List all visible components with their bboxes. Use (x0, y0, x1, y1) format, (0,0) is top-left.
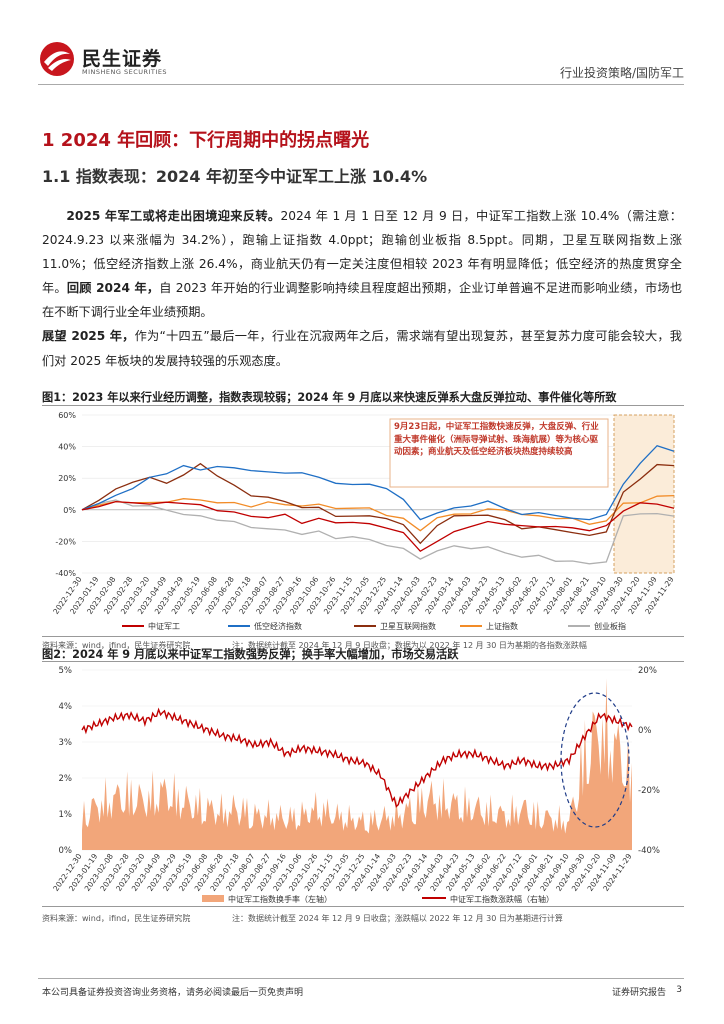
figure1-bottom-divider (42, 636, 684, 637)
figure1-note: 注：数据统计截至 2024 年 12 月 9 日收盘；数据为以 2022 年 1… (232, 641, 587, 650)
para-bold-2: 回顾 2024 年， (66, 281, 160, 296)
y-right-tick-label: 0% (638, 726, 652, 736)
y-right-tick-label: -40% (638, 846, 660, 856)
series-line (81, 499, 675, 565)
y-tick-label: 20% (58, 474, 76, 483)
figure1-divider (42, 405, 684, 406)
figure1-source: 资料来源：wind，ifind，民生证券研究院 (42, 641, 191, 650)
legend-label: 低空经济指数 (254, 621, 302, 631)
para-bold-3: 展望 2025 年， (42, 329, 135, 344)
logo-name-en: MINSHENG SECURITIES (82, 68, 168, 76)
legend-label: 中证军工 (148, 621, 180, 631)
figure2-chart: 5%4%3%2%1%0% 20%0%-20%-40% 2022-12-30202… (51, 666, 660, 904)
figure1-title: 图1：2023 年以来行业经历调整，指数表现较弱；2024 年 9 月底以来快速… (42, 391, 617, 404)
highlight-region (613, 414, 675, 574)
figure1-chart: 60%40%20%0%-20%-40% 2022-12-302023-01-19… (51, 411, 676, 631)
body-paragraph: 2025 年军工或将走出困境迎来反转。2024 年 1 月 1 日至 12 月 … (42, 204, 682, 373)
legend-label: 创业板指 (594, 621, 626, 631)
subsection-heading: 1.1 指数表现：2024 年初至今中证军工上涨 10.4% (42, 167, 428, 186)
y-tick-label: -40% (55, 569, 76, 578)
section-label: 行业投资策略/国防军工 (559, 66, 684, 80)
figure2-bottom-divider (42, 906, 684, 907)
page-number: 3 (676, 985, 682, 995)
footer-disclaimer: 本公司具备证券投资咨询业务资格，请务必阅读最后一页免责声明 (42, 988, 304, 998)
header-divider (38, 84, 684, 85)
para-text-2: 自 2023 年开始的行业调整影响持续且程度超出预期，企业订单普遍不足进而影响业… (42, 281, 683, 320)
y-right-tick-label: -20% (638, 786, 660, 796)
y-left-tick-label: 1% (59, 810, 73, 820)
y-left-tick-label: 5% (59, 666, 73, 676)
legend-label: 上证指数 (486, 621, 518, 631)
series-line (81, 462, 675, 545)
footer-report-type: 证券研究报告 (611, 988, 666, 998)
figure2-source: 资料来源：wind，ifind，民生证券研究院 (42, 914, 191, 923)
y-tick-label: 60% (58, 411, 76, 420)
y-tick-label: -20% (55, 537, 76, 546)
y-tick-label: 0% (63, 506, 76, 515)
figure2-divider (42, 661, 684, 662)
annotation-box (389, 418, 609, 488)
legend-label: 卫星互联网指数 (380, 621, 436, 631)
legend-label: 中证军工指数换手率（左轴） (228, 894, 332, 904)
legend-label: 中证军工指数涨跌幅（右轴） (450, 894, 554, 904)
series-line (81, 500, 675, 553)
figure2-title: 图2：2024 年 9 月底以来中证军工指数强势反弹；换手率大幅增加，市场交易活… (42, 648, 459, 661)
para-bold-1: 2025 年军工或将走出困境迎来反转。 (66, 209, 281, 223)
y-left-tick-label: 2% (59, 774, 73, 784)
footer-divider (38, 978, 684, 979)
series-line (81, 444, 675, 521)
logo-name: 民生证券 (82, 48, 163, 70)
logo-icon (38, 40, 76, 78)
highlight-ellipse (560, 692, 630, 828)
chart-annotation: 9月23日起，中证军工指数快速反弹，大盘反弹、行业重大事件催化（洲际导弹试射、珠… (394, 422, 599, 457)
section-heading: 1 2024 年回顾：下行周期中的拐点曙光 (42, 130, 370, 151)
y-left-tick-label: 0% (59, 846, 73, 856)
turnover-area (82, 678, 632, 850)
return-line (81, 707, 633, 808)
series-line (81, 494, 675, 532)
y-left-tick-label: 3% (59, 738, 73, 748)
para-text-3: 作为“十四五”最后一年，行业在沉寂两年之后，需求端有望出现复苏，甚至复苏力度可能… (42, 329, 682, 368)
para-text-1: 2024 年 1 月 1 日至 12 月 9 日，中证军工指数上涨 10.4%（… (42, 209, 682, 296)
y-left-tick-label: 4% (59, 702, 73, 712)
y-tick-label: 40% (58, 443, 76, 452)
figure2-note: 注：数据统计截至 2024 年 12 月 9 日收盘；涨跌幅以 2022 年 1… (232, 914, 563, 923)
y-right-tick-label: 20% (638, 666, 657, 676)
legend-swatch (202, 895, 224, 902)
